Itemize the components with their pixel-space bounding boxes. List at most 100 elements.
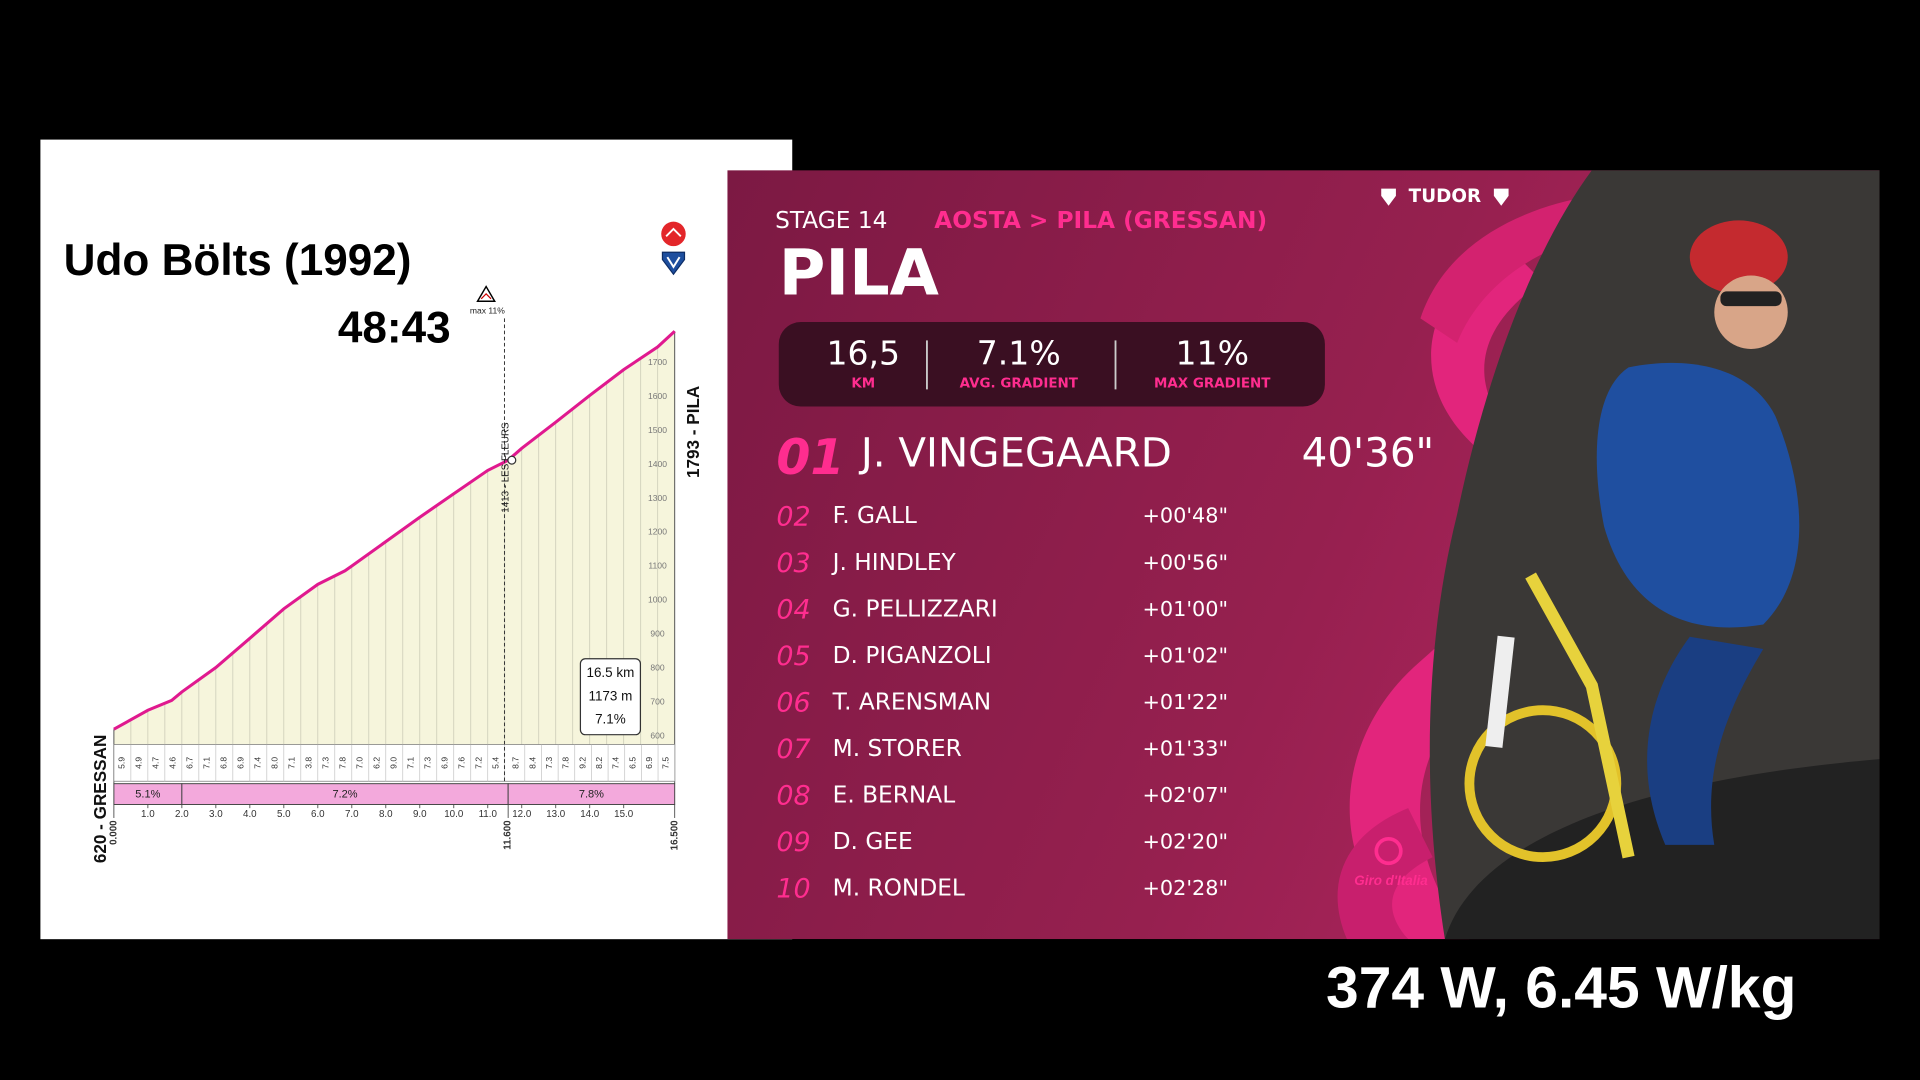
waypoint-marker	[507, 455, 517, 465]
segment-gradient: 5.4	[491, 757, 501, 769]
segment-gradient: 7.3	[423, 757, 433, 769]
rider: T. ARENSMAN	[832, 688, 991, 715]
y-tick-label: 1600	[648, 391, 667, 401]
gpm-icon-glyph	[666, 256, 681, 269]
summary-box	[579, 658, 642, 736]
profile-area	[113, 331, 675, 745]
x-tick-label: 10.0	[444, 809, 464, 820]
rank: 09	[776, 827, 810, 858]
stat-label: KM	[851, 376, 875, 391]
y-tick-label: 1200	[648, 527, 667, 537]
stat-label: AVG. GRADIENT	[960, 376, 1079, 391]
segment-gradient: 6.9	[644, 757, 654, 769]
photo-jersey	[1596, 362, 1800, 628]
segment-gradient: 8.4	[527, 757, 537, 769]
segment-gradient: 7.3	[321, 757, 331, 769]
segment-gradient: 7.8	[338, 757, 348, 769]
km-mark-label: 11.600	[503, 820, 514, 850]
record-rider: Udo Bölts (1992)	[64, 236, 412, 285]
segment-gradient: 6.7	[185, 757, 195, 769]
x-tick-label: 14.0	[580, 809, 600, 820]
summary-line: 7.1%	[595, 712, 626, 727]
x-tick-label: 8.0	[379, 809, 393, 820]
y-tick-label: 1000	[648, 595, 667, 605]
rider: E. BERNAL	[833, 781, 956, 808]
photo-shorts	[1647, 636, 1764, 845]
stats: 16,5 KM 7.1% AVG. GRADIENT 11% MAX GRADIENT	[826, 334, 1271, 392]
segment-gradient: 7.3	[544, 757, 554, 769]
rank: 04	[776, 595, 810, 626]
time: +00'48"	[1142, 504, 1228, 528]
y-tick-label: 600	[650, 730, 665, 740]
segment-gradient: 8.0	[270, 757, 280, 769]
segment-gradient: 7.5	[661, 757, 671, 769]
brand: Giro d'Italia	[1354, 873, 1428, 888]
gradient-row	[113, 744, 676, 782]
finish-icon	[661, 221, 686, 247]
ribbon	[1337, 808, 1433, 940]
rider: F. GALL	[833, 502, 917, 529]
stage-number: STAGE 14	[775, 207, 887, 234]
time: +02'20"	[1142, 829, 1228, 853]
sponsor-shield	[1381, 188, 1396, 206]
ribbon	[1349, 244, 1562, 940]
rank: 01	[776, 429, 844, 486]
segment-gradient: 4.6	[168, 757, 178, 769]
stat-label: MAX GRADIENT	[1154, 376, 1271, 391]
rank: 05	[776, 641, 810, 672]
segment-gradient: 9.0	[389, 757, 399, 769]
segment-gradient: 3.8	[304, 757, 314, 769]
x-tick-label: 2.0	[175, 809, 189, 820]
rank: 02	[776, 501, 810, 532]
y-tick-label: 1500	[648, 425, 667, 435]
segment-gradient: 7.2	[474, 757, 484, 769]
time: +01'33"	[1142, 736, 1228, 760]
segment-gradient: 8.7	[511, 757, 521, 769]
segment-gradient: 7.6	[457, 757, 467, 769]
km-mark-label: 0.000	[108, 820, 119, 845]
sponsor-shield	[1493, 188, 1509, 206]
photo-frame	[1525, 572, 1635, 859]
x-tick-label: 7.0	[345, 809, 359, 820]
rider: G. PELLIZZARI	[833, 595, 998, 622]
time: +02'07"	[1142, 783, 1228, 807]
segment-gradient: 7.1	[202, 757, 212, 769]
photo-face	[1714, 275, 1788, 349]
segment-gradient: 5.9	[117, 757, 127, 769]
segment-gradient: 8.2	[594, 757, 604, 769]
start-label: 620 - GRESSAN	[90, 735, 110, 863]
time: +00'56"	[1142, 550, 1228, 574]
stat-value: 11%	[1176, 334, 1249, 373]
time: 40'36"	[1302, 429, 1434, 477]
segment-gradient: 7.0	[355, 757, 365, 769]
segment-gradient: 6.8	[219, 757, 229, 769]
x-tick-label: 6.0	[311, 809, 325, 820]
y-tick-label: 1300	[648, 493, 667, 503]
rank: 06	[776, 688, 810, 719]
x-tick-label: 5.0	[277, 809, 291, 820]
x-tick-label: 13.0	[546, 809, 566, 820]
power-output: 374 W, 6.45 W/kg	[1326, 955, 1796, 1020]
photo-leg	[1485, 635, 1515, 748]
rider: D. GEE	[833, 828, 913, 855]
stat-value: 7.1%	[977, 334, 1061, 373]
y-tick-label: 700	[650, 696, 665, 706]
y-tick-label: 1700	[648, 357, 667, 367]
x-tick-label: 3.0	[209, 809, 223, 820]
segment-gradient: 7.4	[253, 757, 263, 769]
y-tick-label: 800	[650, 662, 665, 672]
results: 01 J. VINGEGAARD 40'36" 02 F. GALL +00'48" 03 J…	[776, 429, 1434, 905]
section-label: 7.8%	[579, 789, 604, 801]
section-band	[507, 783, 676, 805]
section-label: 7.2%	[332, 789, 357, 801]
time: +02'28"	[1142, 876, 1228, 900]
stage-finish: PILA	[779, 236, 939, 310]
stats-box	[778, 322, 1325, 407]
x-tick-label: 9.0	[413, 809, 427, 820]
rider: D. PIGANZOLI	[833, 642, 992, 669]
summary-line: 16.5 km	[586, 665, 634, 680]
x-tick-label: 1.0	[141, 809, 155, 820]
km-mark-label: 16.500	[669, 820, 680, 850]
